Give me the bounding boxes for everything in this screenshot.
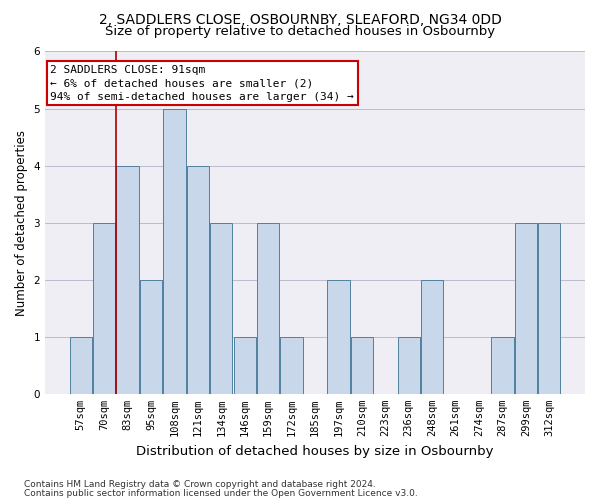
Bar [421,280,443,394]
Bar [163,108,185,394]
Bar [140,280,162,394]
Bar [398,337,420,394]
Bar [538,222,560,394]
Y-axis label: Number of detached properties: Number of detached properties [15,130,28,316]
Text: 2, SADDLERS CLOSE, OSBOURNBY, SLEAFORD, NG34 0DD: 2, SADDLERS CLOSE, OSBOURNBY, SLEAFORD, … [98,12,502,26]
Text: Contains HM Land Registry data © Crown copyright and database right 2024.: Contains HM Land Registry data © Crown c… [24,480,376,489]
Bar [210,222,232,394]
Bar [233,337,256,394]
Bar [70,337,92,394]
Bar [328,280,350,394]
Bar [280,337,303,394]
Bar [515,222,537,394]
Bar [257,222,279,394]
Bar [116,166,139,394]
Text: 2 SADDLERS CLOSE: 91sqm
← 6% of detached houses are smaller (2)
94% of semi-deta: 2 SADDLERS CLOSE: 91sqm ← 6% of detached… [50,65,354,102]
Text: Contains public sector information licensed under the Open Government Licence v3: Contains public sector information licen… [24,489,418,498]
Text: Size of property relative to detached houses in Osbournby: Size of property relative to detached ho… [105,25,495,38]
Bar [351,337,373,394]
Bar [187,166,209,394]
Bar [491,337,514,394]
Bar [93,222,115,394]
X-axis label: Distribution of detached houses by size in Osbournby: Distribution of detached houses by size … [136,444,494,458]
